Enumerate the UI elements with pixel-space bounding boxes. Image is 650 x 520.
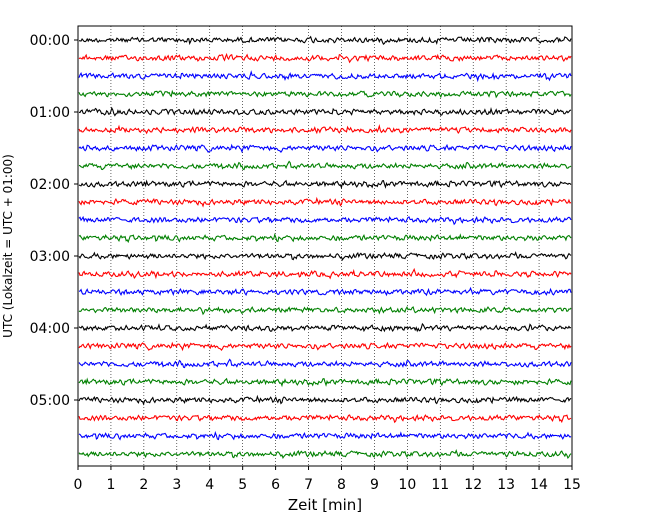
trace-line	[78, 267, 572, 280]
trace-line	[78, 322, 572, 333]
x-tick-label: 12	[464, 477, 482, 493]
x-tick-label: 3	[172, 477, 181, 493]
y-tick-label: 04:00	[30, 321, 70, 337]
x-tick-label: 4	[205, 477, 214, 493]
trace-line	[78, 89, 572, 99]
trace-lines	[78, 35, 572, 460]
trace-line	[78, 179, 572, 190]
trace-line	[78, 250, 572, 261]
trace-line	[78, 306, 572, 316]
trace-line	[78, 124, 572, 135]
x-tick-label: 13	[497, 477, 515, 493]
trace-line	[78, 430, 572, 441]
trace-line	[78, 196, 572, 208]
y-tick-label: 02:00	[30, 177, 70, 193]
x-tick-label: 15	[563, 477, 581, 493]
trace-line	[78, 52, 572, 64]
trace-line	[78, 143, 572, 154]
trace-line	[78, 160, 572, 171]
trace-line	[78, 35, 572, 46]
x-tick-label: 7	[304, 477, 313, 493]
x-axis-ticks: 0 1 2 3 4 5 6 7 8 9 10 11 12 13 14 15	[74, 466, 581, 493]
trace-line	[78, 394, 572, 406]
x-tick-label: 9	[370, 477, 379, 493]
trace-line	[78, 413, 572, 424]
x-tick-label: 8	[337, 477, 346, 493]
trace-line	[78, 232, 572, 244]
trace-line	[78, 106, 572, 117]
trace-line	[78, 358, 572, 369]
x-axis-label: Zeit [min]	[288, 496, 362, 514]
y-tick-label: 00:00	[30, 33, 70, 49]
trace-line	[78, 448, 572, 460]
x-tick-label: 14	[530, 477, 548, 493]
y-tick-label: 05:00	[30, 393, 70, 409]
vertical-gridlines	[110, 26, 540, 466]
y-tick-label: 01:00	[30, 105, 70, 121]
trace-line	[78, 377, 572, 388]
x-tick-label: 1	[106, 477, 115, 493]
trace-line	[78, 70, 572, 83]
y-axis-label: UTC (Lokalzeit = UTC + 01:00)	[1, 154, 15, 338]
plot-frame	[77, 25, 573, 467]
x-tick-label: 10	[398, 477, 416, 493]
y-tick-label: 03:00	[30, 249, 70, 265]
trace-line	[78, 215, 572, 226]
y-axis-ticks: 00:00 01:00 02:00 03:00 04:00 05:00	[30, 33, 78, 409]
trace-line	[78, 341, 572, 352]
trace-line	[78, 286, 572, 297]
x-tick-label: 6	[271, 477, 280, 493]
x-tick-label: 11	[431, 477, 449, 493]
x-tick-label: 2	[139, 477, 148, 493]
x-tick-label: 0	[74, 477, 83, 493]
x-tick-label: 5	[238, 477, 247, 493]
